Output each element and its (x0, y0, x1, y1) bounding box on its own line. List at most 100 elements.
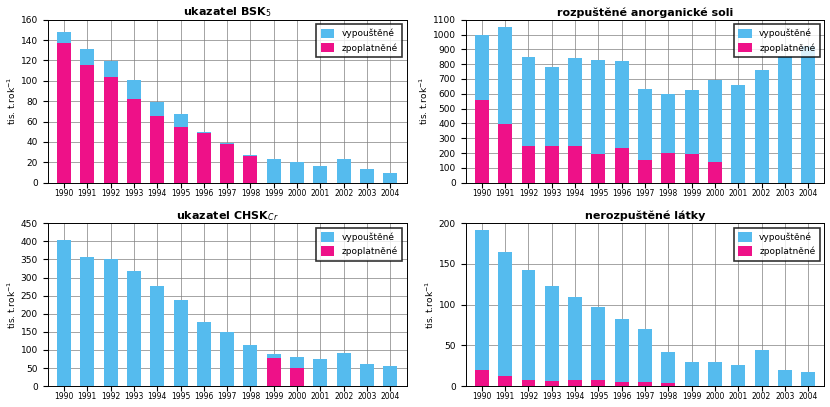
Bar (662, 383, 676, 386)
Bar (521, 380, 535, 386)
Bar (290, 368, 304, 386)
Bar (57, 43, 71, 183)
Bar (544, 146, 559, 183)
Bar (498, 27, 512, 183)
Bar (127, 80, 141, 183)
Bar (801, 372, 815, 386)
Bar (314, 359, 327, 386)
Bar (104, 259, 118, 386)
Bar (104, 61, 118, 183)
Bar (592, 154, 605, 183)
Bar (266, 358, 281, 386)
Bar (266, 159, 281, 183)
Bar (150, 286, 164, 386)
Title: rozpuštěné anorganické soli: rozpuštěné anorganické soli (557, 7, 733, 18)
Bar (568, 147, 582, 183)
Bar (592, 307, 605, 386)
Bar (197, 132, 211, 183)
Bar (197, 322, 211, 386)
Bar (337, 159, 350, 183)
Bar (81, 49, 95, 183)
Bar (104, 77, 118, 183)
Bar (662, 352, 676, 386)
Bar (150, 116, 164, 183)
Bar (81, 256, 95, 386)
Bar (243, 155, 257, 183)
Bar (662, 94, 676, 183)
Y-axis label: tis. t.rok$^{-1}$: tis. t.rok$^{-1}$ (6, 281, 18, 329)
Bar (498, 252, 512, 386)
Title: nerozpuštěné látky: nerozpuštěné látky (585, 210, 706, 221)
Legend: vypouštěné, zpoplatněné: vypouštěné, zpoplatněné (316, 228, 402, 260)
Bar (638, 90, 652, 183)
Bar (475, 35, 489, 183)
Bar (81, 65, 95, 183)
Bar (57, 239, 71, 386)
Y-axis label: tis. t.rok$^{-1}$: tis. t.rok$^{-1}$ (417, 77, 430, 125)
Bar (521, 57, 535, 183)
Bar (127, 271, 141, 386)
Bar (778, 370, 792, 386)
Bar (568, 381, 582, 386)
Bar (615, 382, 628, 386)
Bar (708, 80, 722, 183)
Title: ukazatel BSK$_5$: ukazatel BSK$_5$ (183, 6, 271, 20)
Bar (592, 381, 605, 386)
Bar (638, 160, 652, 183)
Bar (708, 362, 722, 386)
Bar (544, 67, 559, 183)
Bar (173, 127, 188, 183)
Y-axis label: tis. t.rok$^{-1}$: tis. t.rok$^{-1}$ (6, 77, 18, 125)
Bar (615, 61, 628, 183)
Bar (57, 32, 71, 183)
Bar (521, 270, 535, 386)
Bar (475, 370, 489, 386)
Bar (498, 124, 512, 183)
Bar (360, 169, 374, 183)
Bar (243, 345, 257, 386)
Bar (290, 357, 304, 386)
Bar (150, 102, 164, 183)
Bar (754, 350, 769, 386)
Bar (685, 90, 699, 183)
Bar (197, 133, 211, 183)
Bar (383, 366, 398, 386)
Bar (266, 354, 281, 386)
Bar (801, 46, 815, 183)
Bar (615, 319, 628, 386)
Bar (220, 332, 234, 386)
Bar (685, 154, 699, 183)
Bar (544, 381, 559, 386)
Legend: vypouštěné, zpoplatněné: vypouštěné, zpoplatněné (316, 24, 402, 57)
Bar (592, 60, 605, 183)
Bar (290, 162, 304, 183)
Bar (475, 100, 489, 183)
Bar (731, 365, 745, 386)
Bar (220, 144, 234, 183)
Bar (708, 162, 722, 183)
Bar (638, 382, 652, 386)
Bar (127, 99, 141, 183)
Bar (475, 230, 489, 386)
Bar (544, 286, 559, 386)
Bar (685, 362, 699, 386)
Bar (615, 148, 628, 183)
Bar (243, 156, 257, 183)
Legend: vypouštěné, zpoplatněné: vypouštěné, zpoplatněné (734, 24, 820, 57)
Bar (731, 85, 745, 183)
Title: ukazatel CHSK$_{Cr}$: ukazatel CHSK$_{Cr}$ (176, 209, 278, 223)
Bar (568, 298, 582, 386)
Legend: vypouštěné, zpoplatněné: vypouštěné, zpoplatněné (734, 228, 820, 260)
Bar (173, 300, 188, 386)
Bar (778, 56, 792, 183)
Bar (383, 173, 398, 183)
Bar (638, 329, 652, 386)
Bar (662, 153, 676, 183)
Bar (754, 70, 769, 183)
Bar (521, 147, 535, 183)
Bar (498, 376, 512, 386)
Bar (314, 166, 327, 183)
Y-axis label: tis. t.rok$^{-1}$: tis. t.rok$^{-1}$ (423, 281, 436, 329)
Bar (568, 58, 582, 183)
Bar (220, 143, 234, 183)
